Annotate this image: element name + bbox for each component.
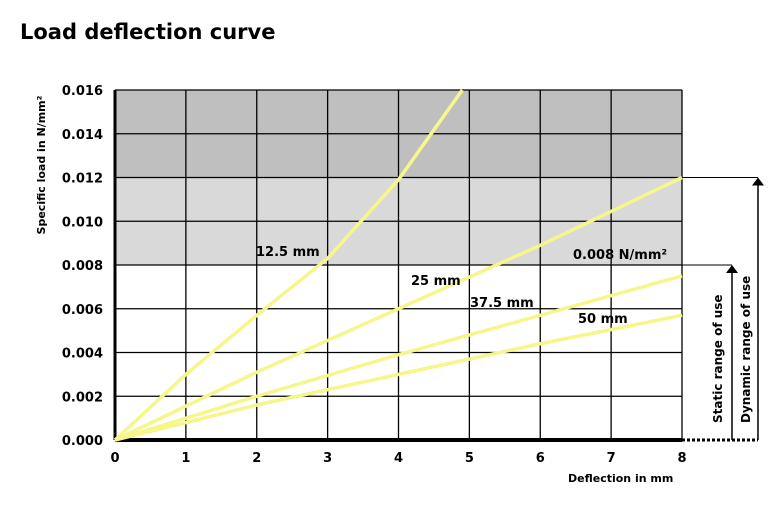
static-range-label: Static range of use	[711, 294, 725, 423]
x-tick-label: 0	[110, 451, 119, 466]
y-tick-label: 0.014	[62, 128, 103, 143]
arrow-head-icon	[726, 265, 738, 273]
y-tick-label: 0.002	[62, 390, 103, 405]
x-tick-label: 7	[607, 451, 616, 466]
y-tick-label: 0.006	[62, 303, 103, 318]
x-tick-label: 8	[677, 451, 686, 466]
x-tick-label: 5	[465, 451, 474, 466]
x-tick-label: 4	[394, 451, 403, 466]
series-label: 37.5 mm	[470, 296, 534, 311]
dynamic-range-label: Dynamic range of use	[739, 276, 753, 423]
y-tick-label: 0.016	[62, 84, 103, 99]
series-line	[113, 88, 464, 442]
threshold-label: 0.008 N/mm²	[573, 248, 667, 263]
series-line	[114, 175, 683, 442]
x-tick-label: 2	[252, 451, 261, 466]
arrow-head-icon	[752, 177, 764, 186]
x-axis-title: Deflection in mm	[568, 472, 673, 485]
y-axis-title: Specific load in N/mm²	[35, 95, 48, 234]
y-tick-label: 0.012	[62, 172, 103, 187]
x-tick-label: 6	[536, 451, 545, 466]
x-tick-label: 1	[181, 451, 190, 466]
y-tick-label: 0.000	[62, 434, 103, 449]
series-label: 25 mm	[411, 274, 461, 289]
y-tick-label: 0.008	[62, 259, 103, 274]
y-tick-label: 0.010	[62, 215, 103, 230]
x-tick-label: 3	[323, 451, 332, 466]
y-tick-label: 0.004	[62, 347, 103, 362]
series-line	[114, 313, 683, 442]
chart-title: Load deflection curve	[20, 20, 276, 44]
series-line	[114, 274, 683, 442]
series-label: 12.5 mm	[256, 245, 320, 260]
series-label: 50 mm	[578, 312, 628, 327]
